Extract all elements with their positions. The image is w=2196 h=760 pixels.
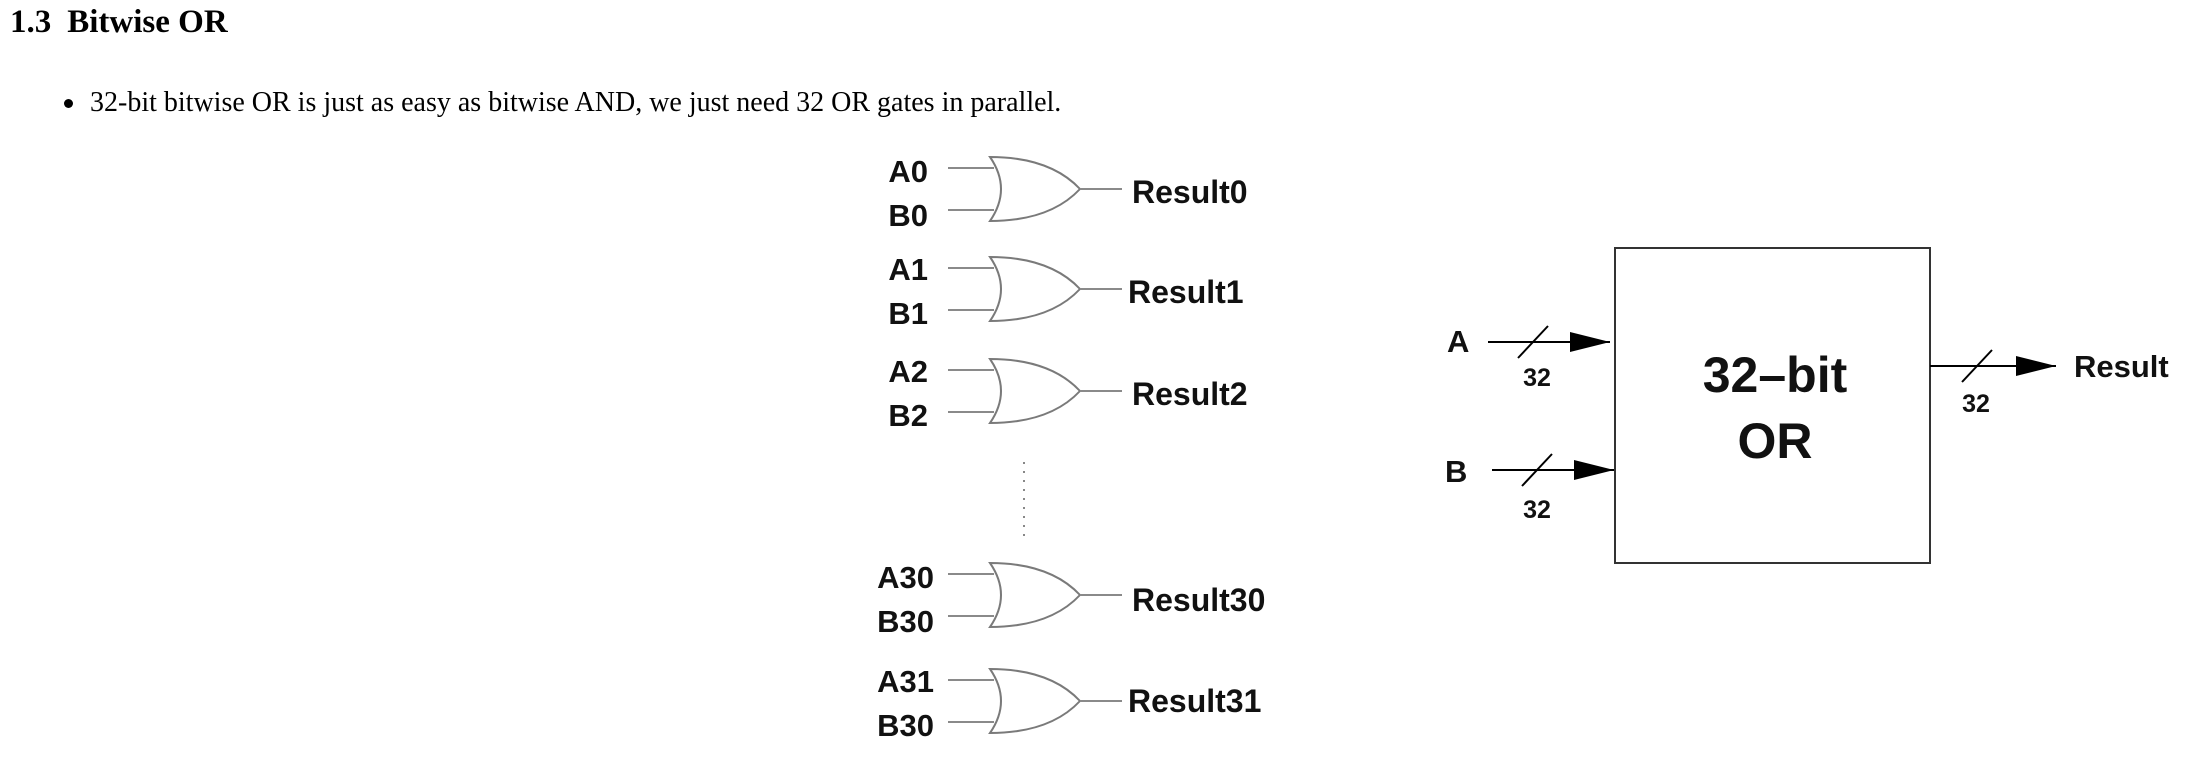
- input-b-slash: [1521, 453, 1553, 487]
- input-a-slash: [1517, 325, 1549, 359]
- gate-input-b-label: B30: [877, 604, 934, 639]
- or-gate-symbol: [989, 256, 1081, 322]
- or-gate-31: A31 B30 Result31: [877, 664, 1261, 743]
- gate-input-a-label: A31: [877, 664, 934, 699]
- gate-input-b-label: B30: [877, 708, 934, 743]
- or-gate-2: A2 B2 Result2: [888, 354, 1247, 433]
- gate-output-label: Result30: [1132, 582, 1265, 618]
- gate-input-b-label: B0: [888, 198, 928, 233]
- block-label-line1: 32–bit: [1703, 347, 1848, 403]
- gate-input-a-label: A1: [888, 252, 928, 287]
- gate-input-b-label: B2: [888, 398, 928, 433]
- gate-input-a-label: A30: [877, 560, 934, 595]
- gate-input-a-label: A2: [888, 354, 928, 389]
- gate-output-label: Result0: [1132, 174, 1248, 210]
- or-gate-symbol: [989, 562, 1081, 628]
- bullet-item: 32-bit bitwise OR is just as easy as bit…: [0, 84, 1061, 122]
- input-b-width: 32: [1523, 496, 1551, 524]
- block-label-line2: OR: [1738, 413, 1813, 469]
- gate-array: A0 B0 Result0 A1 B1 Result1 A2 B2 Result…: [877, 154, 1265, 743]
- section-number: 1.3: [10, 4, 52, 40]
- input-b-label: B: [1445, 454, 1467, 489]
- section-heading: 1.3 Bitwise OR: [10, 4, 228, 41]
- output-width: 32: [1962, 390, 1990, 418]
- or-gate-30: A30 B30 Result30: [877, 560, 1265, 639]
- gate-output-label: Result2: [1132, 376, 1248, 412]
- or-block: [1614, 247, 1931, 564]
- input-a-width: 32: [1523, 364, 1551, 392]
- bullet-text: 32-bit bitwise OR is just as easy as bit…: [90, 87, 1062, 118]
- section-title: Bitwise OR: [67, 4, 228, 40]
- or-gate-symbol: [989, 156, 1081, 222]
- input-a-label: A: [1447, 324, 1469, 359]
- block-diagram: 32–bit OR A 32 B 32 Result 32: [1445, 247, 2169, 564]
- or-gate-symbol: [989, 358, 1081, 424]
- or-gate-0: A0 B0 Result0: [888, 154, 1247, 233]
- bullet-list: 32-bit bitwise OR is just as easy as bit…: [0, 84, 1061, 122]
- gate-output-label: Result31: [1128, 683, 1261, 719]
- output-label: Result: [2074, 349, 2169, 384]
- gate-output-label: Result1: [1128, 274, 1244, 310]
- gate-input-b-label: B1: [888, 296, 928, 331]
- or-gate-symbol: [989, 668, 1081, 734]
- gate-input-a-label: A0: [888, 154, 928, 189]
- bullet-dot: [64, 99, 73, 108]
- or-gate-1: A1 B1 Result1: [888, 252, 1243, 331]
- output-slash: [1961, 349, 1993, 383]
